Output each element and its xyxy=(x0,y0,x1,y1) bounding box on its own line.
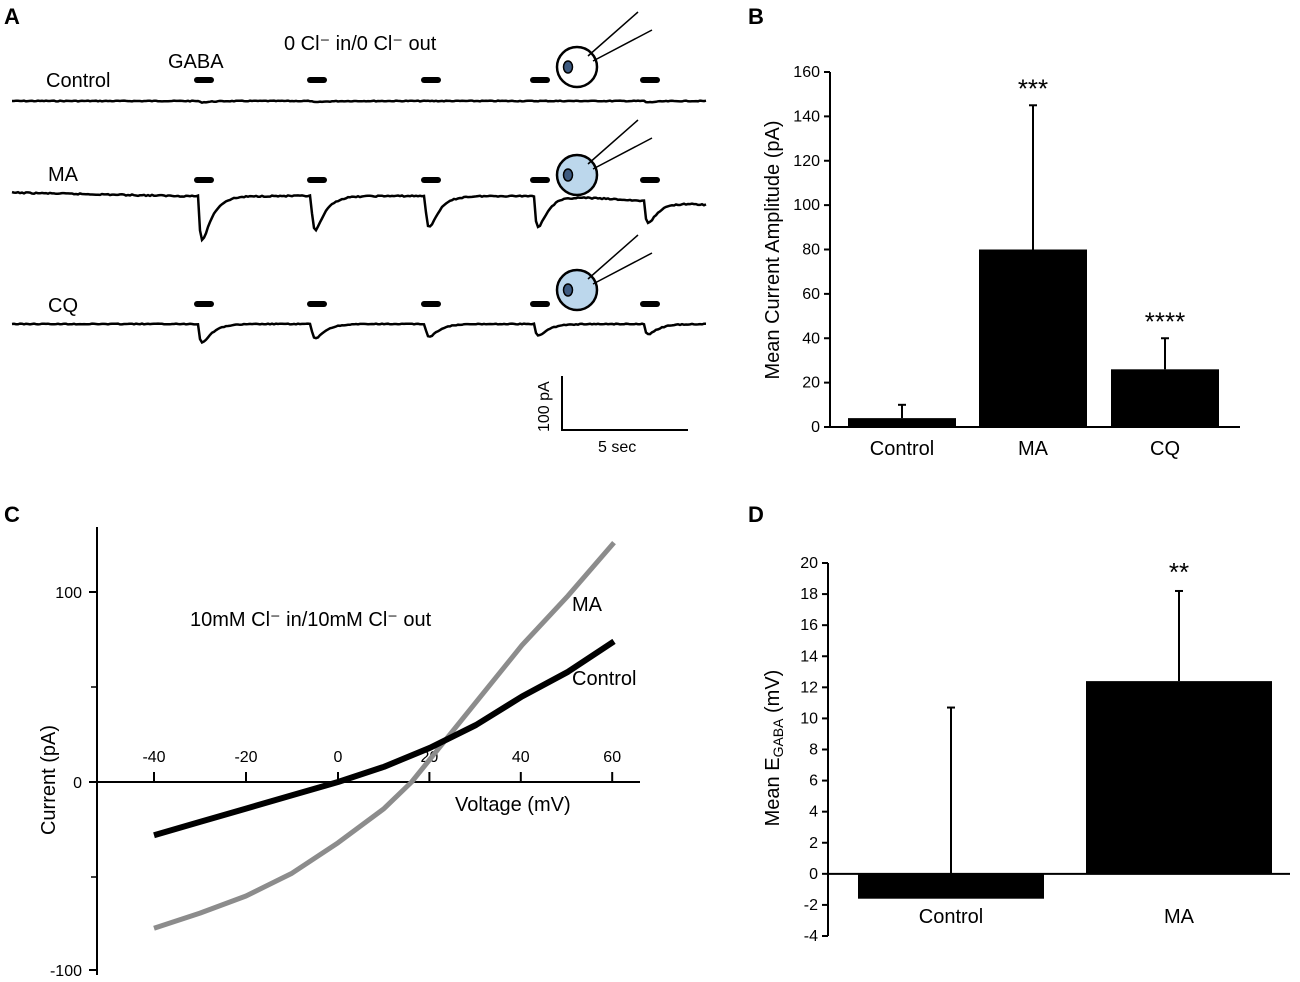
y-tick-label-b: 40 xyxy=(802,330,820,347)
y-axis-title-b: Mean Current Amplitude (pA) xyxy=(762,120,784,379)
agonist-label: GABA xyxy=(168,51,224,73)
y-tick-label-d: 8 xyxy=(809,742,818,759)
current-trace-ma xyxy=(11,190,707,243)
x-tick-label-c: 40 xyxy=(512,749,530,766)
panel-d-chart: Mean EGABA (mV) -4 -2 0 2 4 6 8 10 12 14 16 18 20 Con… xyxy=(762,555,1290,945)
bar-cq xyxy=(1111,369,1219,427)
y-tick-label-b: 120 xyxy=(793,153,820,170)
x-tick-label-b: CQ xyxy=(1150,438,1180,460)
trace-label-ma: MA xyxy=(48,164,79,186)
y-tick-label-d: 4 xyxy=(809,804,818,821)
cell-pipette-icon xyxy=(555,119,653,197)
y-tick-label-d: -4 xyxy=(804,928,818,945)
scale-bar-x-label: 5 sec xyxy=(598,439,636,456)
significance-marker: **** xyxy=(1145,306,1185,336)
series-label-ma: MA xyxy=(572,594,603,616)
scale-bar: 100 pA 5 sec xyxy=(536,376,688,456)
y-tick-label-b: 80 xyxy=(802,242,820,259)
panel-a-traces: GABA 0 Cl⁻ in/0 Cl⁻ out Control MA CQ xyxy=(11,11,707,456)
y-tick-label-d: 20 xyxy=(800,555,818,572)
bar-ma xyxy=(979,249,1087,427)
x-tick-label-c: 60 xyxy=(603,749,621,766)
panel-label-c: C xyxy=(4,502,20,527)
y-tick-label-b: 60 xyxy=(802,286,820,303)
y-tick-label-d: -2 xyxy=(804,897,818,914)
bar-control xyxy=(848,418,956,427)
x-tick-label-d: Control xyxy=(919,906,983,928)
scale-bar-y-label: 100 pA xyxy=(536,381,553,432)
y-tick-label-b: 100 xyxy=(793,197,820,214)
x-tick-label-b: MA xyxy=(1018,438,1049,460)
y-axis-title-d: Mean EGABA (mV) xyxy=(762,670,786,827)
y-tick-label-d: 6 xyxy=(809,773,818,790)
current-trace-cq xyxy=(11,322,707,345)
cell-pipette-icon xyxy=(555,11,653,89)
y-tick-label-b: 140 xyxy=(793,108,820,125)
y-tick-label-c: 100 xyxy=(55,585,82,602)
significance-marker: *** xyxy=(1018,73,1048,103)
panel-label-b: B xyxy=(748,4,764,29)
y-axis-title-d-sub: GABA xyxy=(770,718,786,758)
y-tick-label-d: 18 xyxy=(800,586,818,603)
bar-ma xyxy=(1086,681,1272,874)
x-tick-label-c: 0 xyxy=(334,749,343,766)
y-axis-title-d-main: Mean E xyxy=(762,757,784,826)
x-tick-label-d: MA xyxy=(1164,906,1195,928)
y-tick-label-b: 160 xyxy=(793,64,820,81)
cell-pipette-icon xyxy=(555,234,653,312)
y-tick-label-c: -100 xyxy=(50,963,82,980)
series-label-control: Control xyxy=(572,668,636,690)
y-tick-label-d: 12 xyxy=(800,679,818,696)
y-tick-label-c: 0 xyxy=(73,775,82,792)
panel-b-chart: Mean Current Amplitude (pA) 0 20 40 60 80 100… xyxy=(762,64,1240,460)
bar-control xyxy=(858,873,1044,899)
y-tick-label-d: 16 xyxy=(800,617,818,634)
x-tick-label-c: -20 xyxy=(234,749,257,766)
y-tick-label-d: 2 xyxy=(809,835,818,852)
condition-label-c: 10mM Cl⁻ in/10mM Cl⁻ out xyxy=(190,609,432,631)
x-axis-title-c: Voltage (mV) xyxy=(455,794,571,816)
trace-label-cq: CQ xyxy=(48,295,78,317)
condition-label-a: 0 Cl⁻ in/0 Cl⁻ out xyxy=(284,33,437,55)
y-axis-title-c: Current (pA) xyxy=(38,725,60,835)
iv-curve-ma xyxy=(153,540,616,931)
y-tick-label-b: 20 xyxy=(802,375,820,392)
y-tick-label-d: 10 xyxy=(800,710,818,727)
y-axis-title-d-unit: (mV) xyxy=(762,670,784,719)
trace-label-control: Control xyxy=(46,70,110,92)
y-tick-label-b: 0 xyxy=(811,419,820,436)
panel-c-chart: 10mM Cl⁻ in/10mM Cl⁻ out Voltage (mV) Cu… xyxy=(38,527,640,980)
panel-label-d: D xyxy=(748,502,764,527)
y-tick-label-d: 0 xyxy=(809,866,818,883)
x-tick-label-b: Control xyxy=(870,438,934,460)
current-trace-control xyxy=(12,99,707,105)
x-tick-label-c: -40 xyxy=(142,749,165,766)
iv-curve-control xyxy=(153,638,616,839)
significance-marker: ** xyxy=(1169,557,1189,587)
y-tick-label-d: 14 xyxy=(800,648,818,665)
panel-label-a: A xyxy=(4,4,20,29)
